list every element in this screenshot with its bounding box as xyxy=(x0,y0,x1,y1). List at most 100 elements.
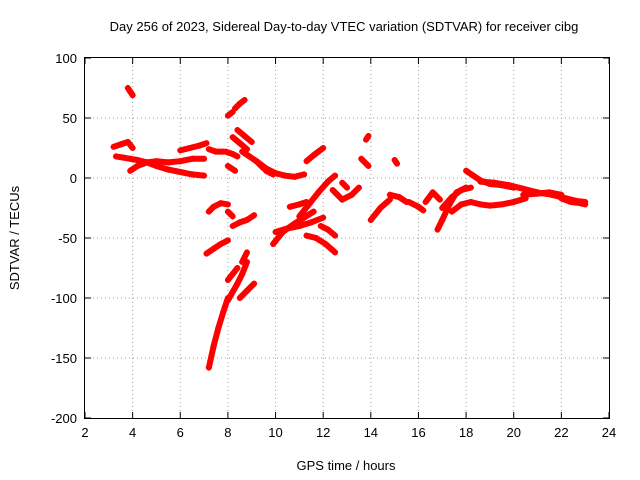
data-point xyxy=(367,217,374,223)
data-arc-segment xyxy=(210,325,222,349)
data-point xyxy=(467,184,474,191)
data-point xyxy=(224,208,231,215)
data-point xyxy=(110,143,117,150)
series-arc-06 xyxy=(205,146,227,155)
data-point xyxy=(458,187,465,193)
data-point xyxy=(127,155,134,162)
data-point xyxy=(253,158,260,165)
data-point xyxy=(196,142,203,149)
series-arc-24 xyxy=(236,280,258,301)
data-point xyxy=(339,196,346,203)
data-point xyxy=(470,172,477,179)
data-point xyxy=(332,172,339,179)
series-arc-31 xyxy=(296,172,339,220)
series-arc-20 xyxy=(205,295,231,371)
data-point xyxy=(236,295,243,301)
data-arc-segment xyxy=(324,226,339,239)
data-point xyxy=(582,201,589,208)
series-arc-46 xyxy=(520,189,565,198)
data-point xyxy=(520,191,527,198)
data-point xyxy=(127,167,134,174)
data-point xyxy=(220,309,227,316)
data-point xyxy=(239,148,246,155)
data-point xyxy=(246,153,253,160)
series-arc-08 xyxy=(224,109,236,119)
data-point xyxy=(224,277,231,283)
data-point xyxy=(477,178,484,185)
data-arc-segment xyxy=(339,179,350,191)
data-point xyxy=(210,203,217,210)
data-point xyxy=(243,249,250,256)
data-point xyxy=(117,141,124,148)
data-point xyxy=(210,343,217,349)
data-point xyxy=(534,190,541,197)
data-point xyxy=(420,207,427,214)
data-point xyxy=(296,223,303,229)
points-layer xyxy=(110,85,589,371)
data-point xyxy=(153,158,160,165)
data-point xyxy=(429,189,436,196)
series-arc-07 xyxy=(222,148,241,160)
data-arc-segment xyxy=(229,265,241,277)
series-arc-03 xyxy=(127,155,208,174)
data-point xyxy=(241,133,248,139)
series-arc-36 xyxy=(367,196,393,223)
data-point xyxy=(217,200,224,207)
data-point xyxy=(236,219,243,226)
y-tick-label: 100 xyxy=(55,51,77,66)
data-point xyxy=(229,289,236,295)
data-point xyxy=(234,265,241,271)
data-point xyxy=(229,223,236,229)
data-point xyxy=(203,140,210,147)
data-point xyxy=(205,146,212,153)
data-arc-segment xyxy=(243,280,258,294)
data-point xyxy=(112,153,119,160)
series-arc-10 xyxy=(229,134,250,153)
data-point xyxy=(396,194,403,201)
data-point xyxy=(203,250,210,257)
series-arc-37 xyxy=(391,157,401,167)
data-point xyxy=(165,159,172,166)
x-tick-label: 22 xyxy=(554,425,568,440)
data-point xyxy=(301,171,308,178)
data-point xyxy=(229,213,236,220)
data-point xyxy=(177,158,184,165)
x-tick-label: 4 xyxy=(129,425,136,440)
data-point xyxy=(305,201,312,208)
data-point xyxy=(239,259,246,265)
data-point xyxy=(224,163,231,169)
series-arc-17 xyxy=(224,208,236,220)
data-point xyxy=(332,249,339,256)
data-point xyxy=(303,158,310,165)
data-point xyxy=(224,201,231,208)
data-point xyxy=(284,225,291,232)
data-point xyxy=(124,85,131,91)
data-point xyxy=(186,145,193,151)
x-tick-label: 6 xyxy=(177,425,184,440)
data-point xyxy=(355,184,362,191)
series-arc-26 xyxy=(272,214,327,235)
data-arc-segment xyxy=(429,189,443,203)
x-tick-label: 18 xyxy=(459,425,473,440)
data-point xyxy=(510,199,517,205)
data-point xyxy=(129,92,136,99)
data-point xyxy=(282,172,289,179)
ticks-layer: 2 4 6 8 10 12 14 16 18 20 22 24100500-50-100-150-20… xyxy=(51,51,616,440)
data-point xyxy=(241,97,248,103)
data-point xyxy=(134,163,141,169)
series-arc-23 xyxy=(239,249,250,265)
data-point xyxy=(248,139,255,145)
series-arc-29 xyxy=(303,232,339,256)
data-arc-segment xyxy=(310,145,327,159)
data-arc-segment xyxy=(241,133,255,145)
data-point xyxy=(263,167,270,174)
data-point xyxy=(229,271,236,277)
data-point xyxy=(365,163,372,169)
data-point xyxy=(386,191,393,198)
data-arc-segment xyxy=(377,196,393,211)
data-arc-segment xyxy=(324,172,339,185)
series-arc-01 xyxy=(110,139,136,151)
data-point xyxy=(232,105,239,112)
series-arc-11 xyxy=(234,127,255,145)
data-point xyxy=(329,187,336,193)
